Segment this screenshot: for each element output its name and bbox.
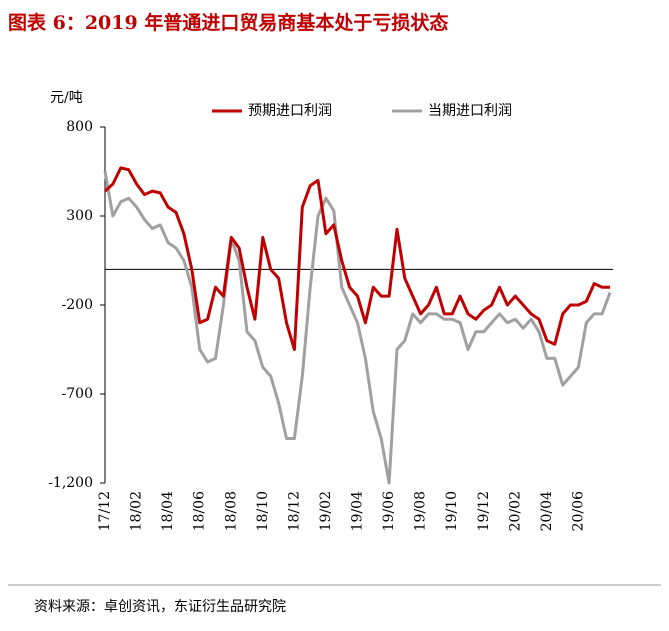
line-series	[103, 166, 610, 351]
x-tick-label: 18/04	[160, 491, 176, 531]
x-tick-label: 18/12	[286, 491, 302, 531]
y-tick-label: -1,200	[48, 475, 93, 491]
y-tick-label: 300	[66, 208, 93, 224]
x-tick-label: 19/02	[318, 491, 334, 531]
line-series	[103, 171, 612, 485]
x-tick-label: 18/08	[223, 491, 239, 531]
x-tick-label: 19/04	[350, 491, 366, 531]
legend-label: 当期进口利润	[428, 103, 512, 119]
x-tick-label: 18/02	[129, 491, 145, 531]
x-tick-label: 20/02	[507, 491, 523, 531]
x-tick-label: 19/12	[476, 491, 492, 531]
x-tick-label: 18/10	[255, 491, 271, 531]
source: 资料来源：卓创资讯，东证衍生品研究院	[34, 599, 286, 615]
y-axis-label: 元/吨	[50, 90, 83, 106]
x-tick-label: 19/06	[381, 491, 397, 531]
y-tick-label: -200	[62, 297, 93, 313]
y-tick-label: 800	[66, 119, 93, 135]
x-tick-label: 20/06	[570, 491, 586, 531]
x-tick-label: 20/04	[539, 491, 555, 531]
x-tick-label: 19/10	[444, 491, 460, 531]
x-tick-label: 19/08	[413, 491, 429, 531]
legend-label: 预期进口利润	[248, 103, 332, 119]
x-tick-label: 18/06	[192, 491, 208, 531]
y-tick-label: -700	[62, 386, 93, 402]
chart-title: 图表 6：2019 年普通进口贸易商基本处于亏损状态	[8, 11, 448, 34]
x-tick-label: 17/12	[97, 491, 113, 531]
